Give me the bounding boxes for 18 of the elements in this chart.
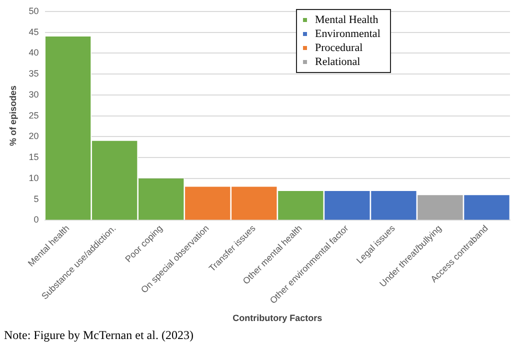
text: Note: Figure by McTernan et al. (2023): [3, 328, 194, 343]
y-tick-label: 5: [34, 194, 39, 204]
legend-label: Procedural: [314, 41, 364, 56]
y-tick-label: 40: [28, 48, 39, 58]
legend-label: Mental Health: [314, 13, 380, 28]
y-tick-label: 15: [28, 152, 39, 162]
y-tick-label: 0: [34, 214, 39, 225]
y-tick-label: 10: [28, 172, 39, 183]
y-tick-label: 50: [28, 6, 39, 16]
y-tick-label: 35: [28, 68, 39, 79]
x-axis-title: Contributory Factors: [232, 313, 322, 324]
y-tick-label: 25: [28, 110, 39, 120]
legend-label: Environmental: [314, 27, 380, 42]
y-axis-title: % of episodes: [8, 86, 18, 146]
y-tick-label: 45: [28, 26, 39, 37]
y-tick-label: 20: [28, 131, 39, 142]
y-tick-label: 30: [28, 89, 39, 100]
legend-label: Relational: [314, 55, 362, 70]
